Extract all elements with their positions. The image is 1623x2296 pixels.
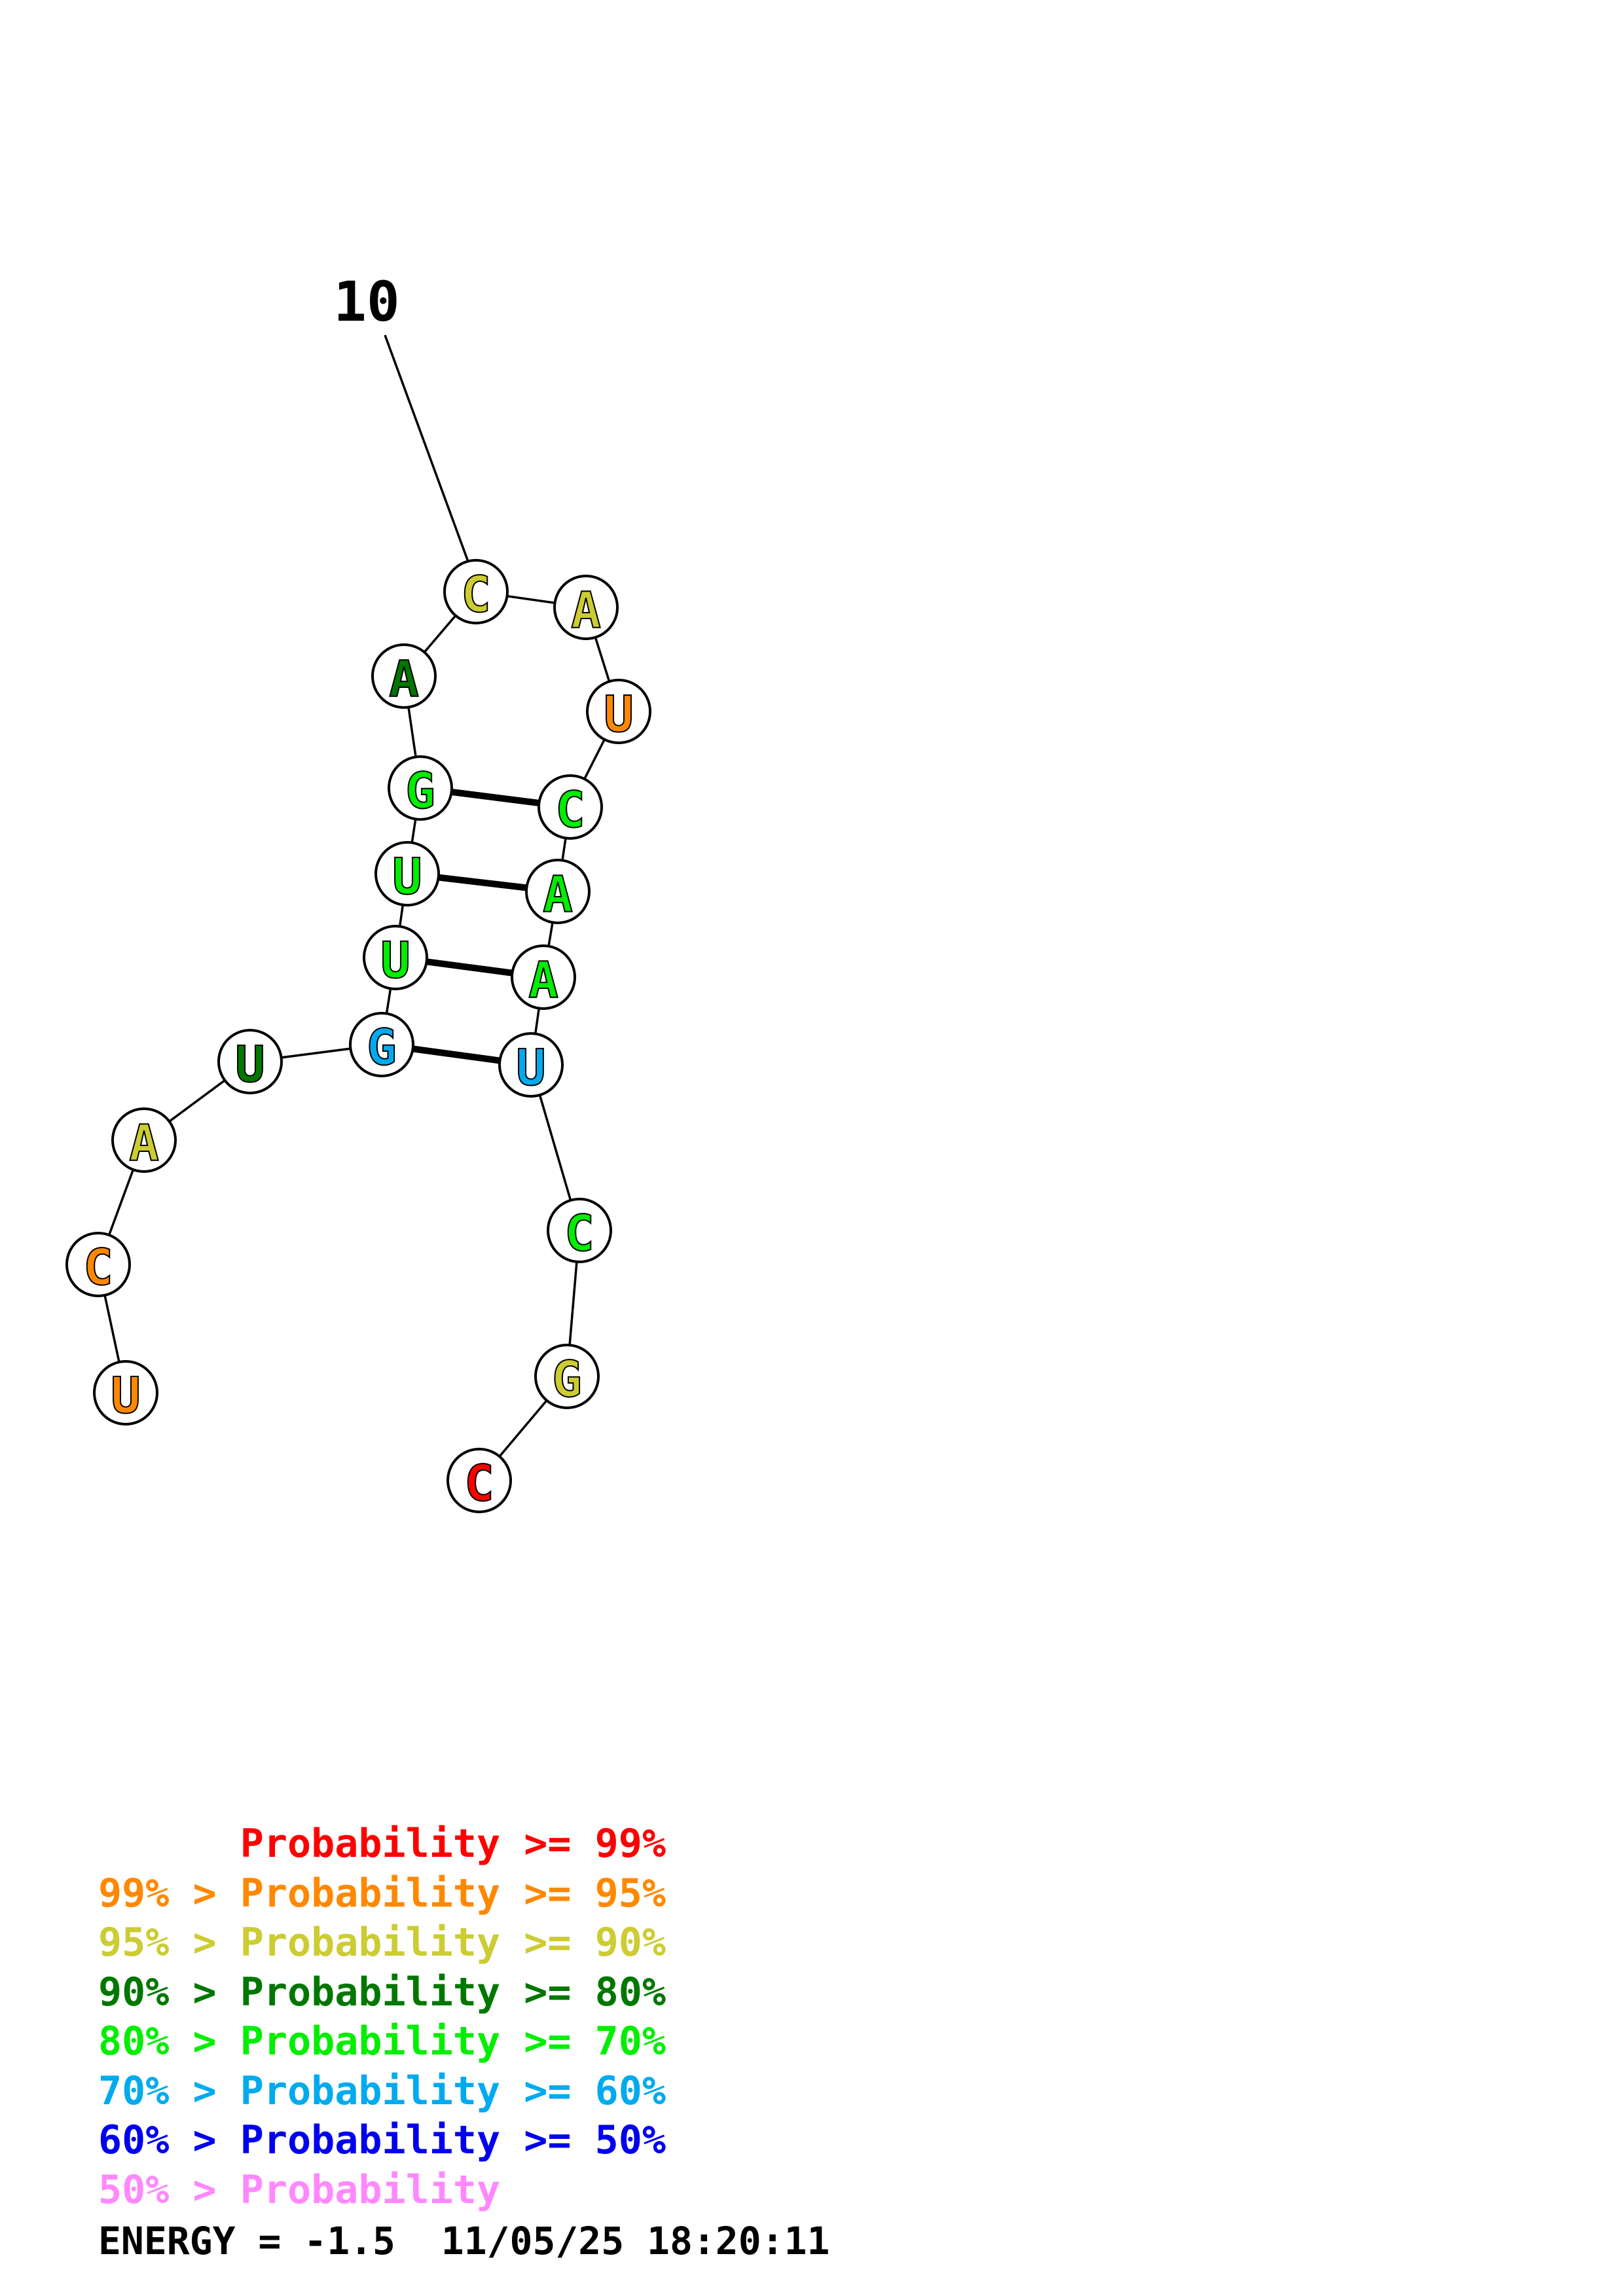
legend-entry: 70% > Probability >= 60% <box>98 2067 666 2117</box>
nucleotide-letter: A <box>389 650 419 708</box>
legend-text: Probability >= 99% <box>240 1821 666 1867</box>
nucleotide: G <box>534 1344 600 1409</box>
nucleotide: A <box>111 1107 177 1173</box>
nucleotide: A <box>511 944 576 1010</box>
nucleotide-circle <box>217 1029 283 1094</box>
legend-text: Probability >= 90% <box>240 1920 666 1965</box>
nucleotide-circle <box>388 755 453 821</box>
legend-entry: 80% > Probability >= 70% <box>98 2017 666 2067</box>
nucleotide-circle <box>371 643 437 709</box>
nucleotide-circle <box>547 1198 612 1263</box>
legend-prefix <box>98 1821 240 1867</box>
nucleotide-letter: U <box>516 1039 546 1097</box>
nucleotide: U <box>498 1032 564 1098</box>
legend-prefix: 99% > <box>98 1870 240 1916</box>
nucleotide-letter: C <box>464 1454 494 1513</box>
legend-text: Probability >= 80% <box>240 1969 666 2015</box>
tick-line <box>384 334 469 562</box>
nucleotide: A <box>553 575 619 640</box>
nucleotide-letter: C <box>461 565 491 624</box>
nucleotide: C <box>443 559 509 624</box>
nucleotide-circle <box>111 1107 177 1173</box>
nucleotide-circle <box>538 774 603 840</box>
nucleotide-circle <box>511 944 576 1010</box>
position-tick: 10 <box>333 270 469 562</box>
legend-prefix: 60% > <box>98 2117 240 2163</box>
nucleotide-letter: U <box>392 848 422 906</box>
legend-prefix: 50% > <box>98 2166 240 2213</box>
nucleotide-circle <box>65 1232 131 1297</box>
nucleotide-circle <box>498 1032 564 1098</box>
nucleotide: G <box>349 1012 414 1077</box>
legend-entry: 95% > Probability >= 90% <box>98 1918 666 1968</box>
nucleotide-letter: A <box>129 1114 159 1172</box>
nucleotide: U <box>363 925 428 990</box>
nucleotide: U <box>217 1029 283 1094</box>
nucleotide: U <box>93 1360 158 1426</box>
legend-entry: 99% > Probability >= 95% <box>98 1869 666 1919</box>
nucleotide: U <box>586 679 651 744</box>
nucleotide-circle <box>534 1344 600 1409</box>
nucleotide: A <box>371 643 437 709</box>
legend-text: Probability >= 95% <box>240 1870 666 1916</box>
legend-prefix: 95% > <box>98 1920 240 1965</box>
legend-entry: 50% > Probability <box>98 2166 666 2215</box>
nucleotide-letter: U <box>380 931 410 990</box>
nucleotide-circle <box>443 559 509 624</box>
nucleotide-circle <box>525 859 591 924</box>
legend-prefix: 70% > <box>98 2068 240 2114</box>
nucleotide-letter: C <box>564 1204 594 1263</box>
probability-legend: Probability >= 99% 99% > Probability >= 9… <box>98 1820 666 2215</box>
legend-entry: Probability >= 99% <box>98 1820 666 1869</box>
nucleotide-letter: C <box>83 1238 113 1297</box>
legend-entry: 60% > Probability >= 50% <box>98 2116 666 2166</box>
nucleotide: C <box>547 1198 612 1263</box>
nucleotide-letter: U <box>604 685 634 744</box>
legend-text: Probability >= 50% <box>240 2117 666 2163</box>
legend-text: Probability <box>240 2166 501 2213</box>
nucleotide-letter: A <box>528 951 558 1009</box>
nucleotide: A <box>525 859 591 924</box>
nucleotide-circle <box>93 1360 158 1426</box>
nucleotide-letter: G <box>552 1350 582 1408</box>
nucleotide-circle <box>349 1012 414 1077</box>
nucleotide-letter: U <box>235 1035 265 1094</box>
legend-text: Probability >= 60% <box>240 2068 666 2114</box>
nucleotide-circle <box>586 679 651 744</box>
nucleotide-letter: U <box>111 1367 141 1425</box>
nucleotide: G <box>388 755 453 821</box>
nucleotide-circle <box>374 841 440 906</box>
base-pair-lines <box>381 785 571 1068</box>
legend-text: Probability >= 70% <box>240 2018 666 2064</box>
legend-entry: 90% > Probability >= 80% <box>98 1968 666 2018</box>
nucleotide-letter: A <box>571 581 601 639</box>
nucleotide: C <box>447 1448 512 1513</box>
nucleotide: C <box>65 1232 131 1297</box>
nucleotide: U <box>374 841 440 906</box>
nucleotide-letter: G <box>405 762 435 820</box>
legend-prefix: 80% > <box>98 2018 240 2064</box>
nucleotide-letter: A <box>543 865 573 924</box>
legend-prefix: 90% > <box>98 1969 240 2015</box>
nucleotide-letter: G <box>367 1018 397 1077</box>
nucleotide-letter: C <box>555 781 585 839</box>
nucleotide-circle <box>363 925 428 990</box>
energy-line: ENERGY = -1.5 11/05/25 18:20:11 <box>98 2219 830 2263</box>
nucleotide-circle <box>553 575 619 640</box>
nucleotide-circle <box>447 1448 512 1513</box>
nucleotide: C <box>538 774 603 840</box>
tick-label: 10 <box>333 270 399 334</box>
